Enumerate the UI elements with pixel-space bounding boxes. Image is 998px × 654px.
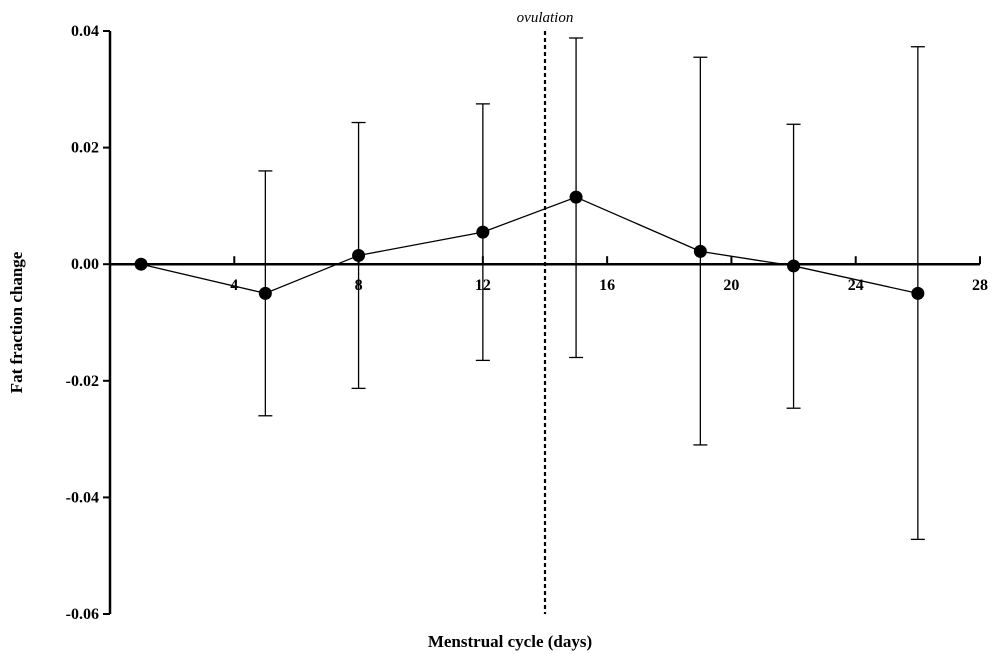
x-tick-label: 4 [230, 277, 238, 294]
x-tick-label: 16 [599, 277, 615, 294]
x-tick-label: 24 [848, 277, 864, 294]
x-axis-title: Menstrual cycle (days) [428, 632, 592, 651]
points-layer [134, 190, 925, 300]
x-tick-label: 28 [972, 277, 988, 294]
y-tick-label: -0.06 [66, 606, 99, 623]
axes-layer [103, 30, 981, 615]
y-tick-label: 0.02 [71, 140, 99, 157]
x-tick-label: 20 [723, 277, 739, 294]
data-point [911, 286, 925, 300]
labels-layer: 0.04 0.02 0.00 -0.02 -0.04 -0.06 4 8 12 16 20 24 28 M… [7, 23, 988, 651]
data-point [352, 248, 366, 262]
x-tick-label: 8 [355, 277, 363, 294]
ovulation-label: ovulation [517, 10, 574, 26]
annotation-layer: ovulation [517, 10, 574, 614]
data-point [258, 286, 272, 300]
data-point [476, 225, 490, 239]
series-line [140, 196, 918, 295]
y-tick-label: -0.04 [66, 489, 99, 506]
data-point [134, 257, 148, 271]
y-tick-label: 0.04 [71, 23, 99, 40]
data-point [569, 190, 583, 204]
y-axis-title: Fat fraction change [7, 251, 26, 393]
x-tick-label: 12 [475, 277, 491, 294]
y-tick-label: 0.00 [71, 256, 99, 273]
y-tick-label: -0.02 [66, 373, 99, 390]
series-layer [140, 196, 918, 295]
data-point [693, 244, 707, 258]
data-point [787, 259, 801, 273]
